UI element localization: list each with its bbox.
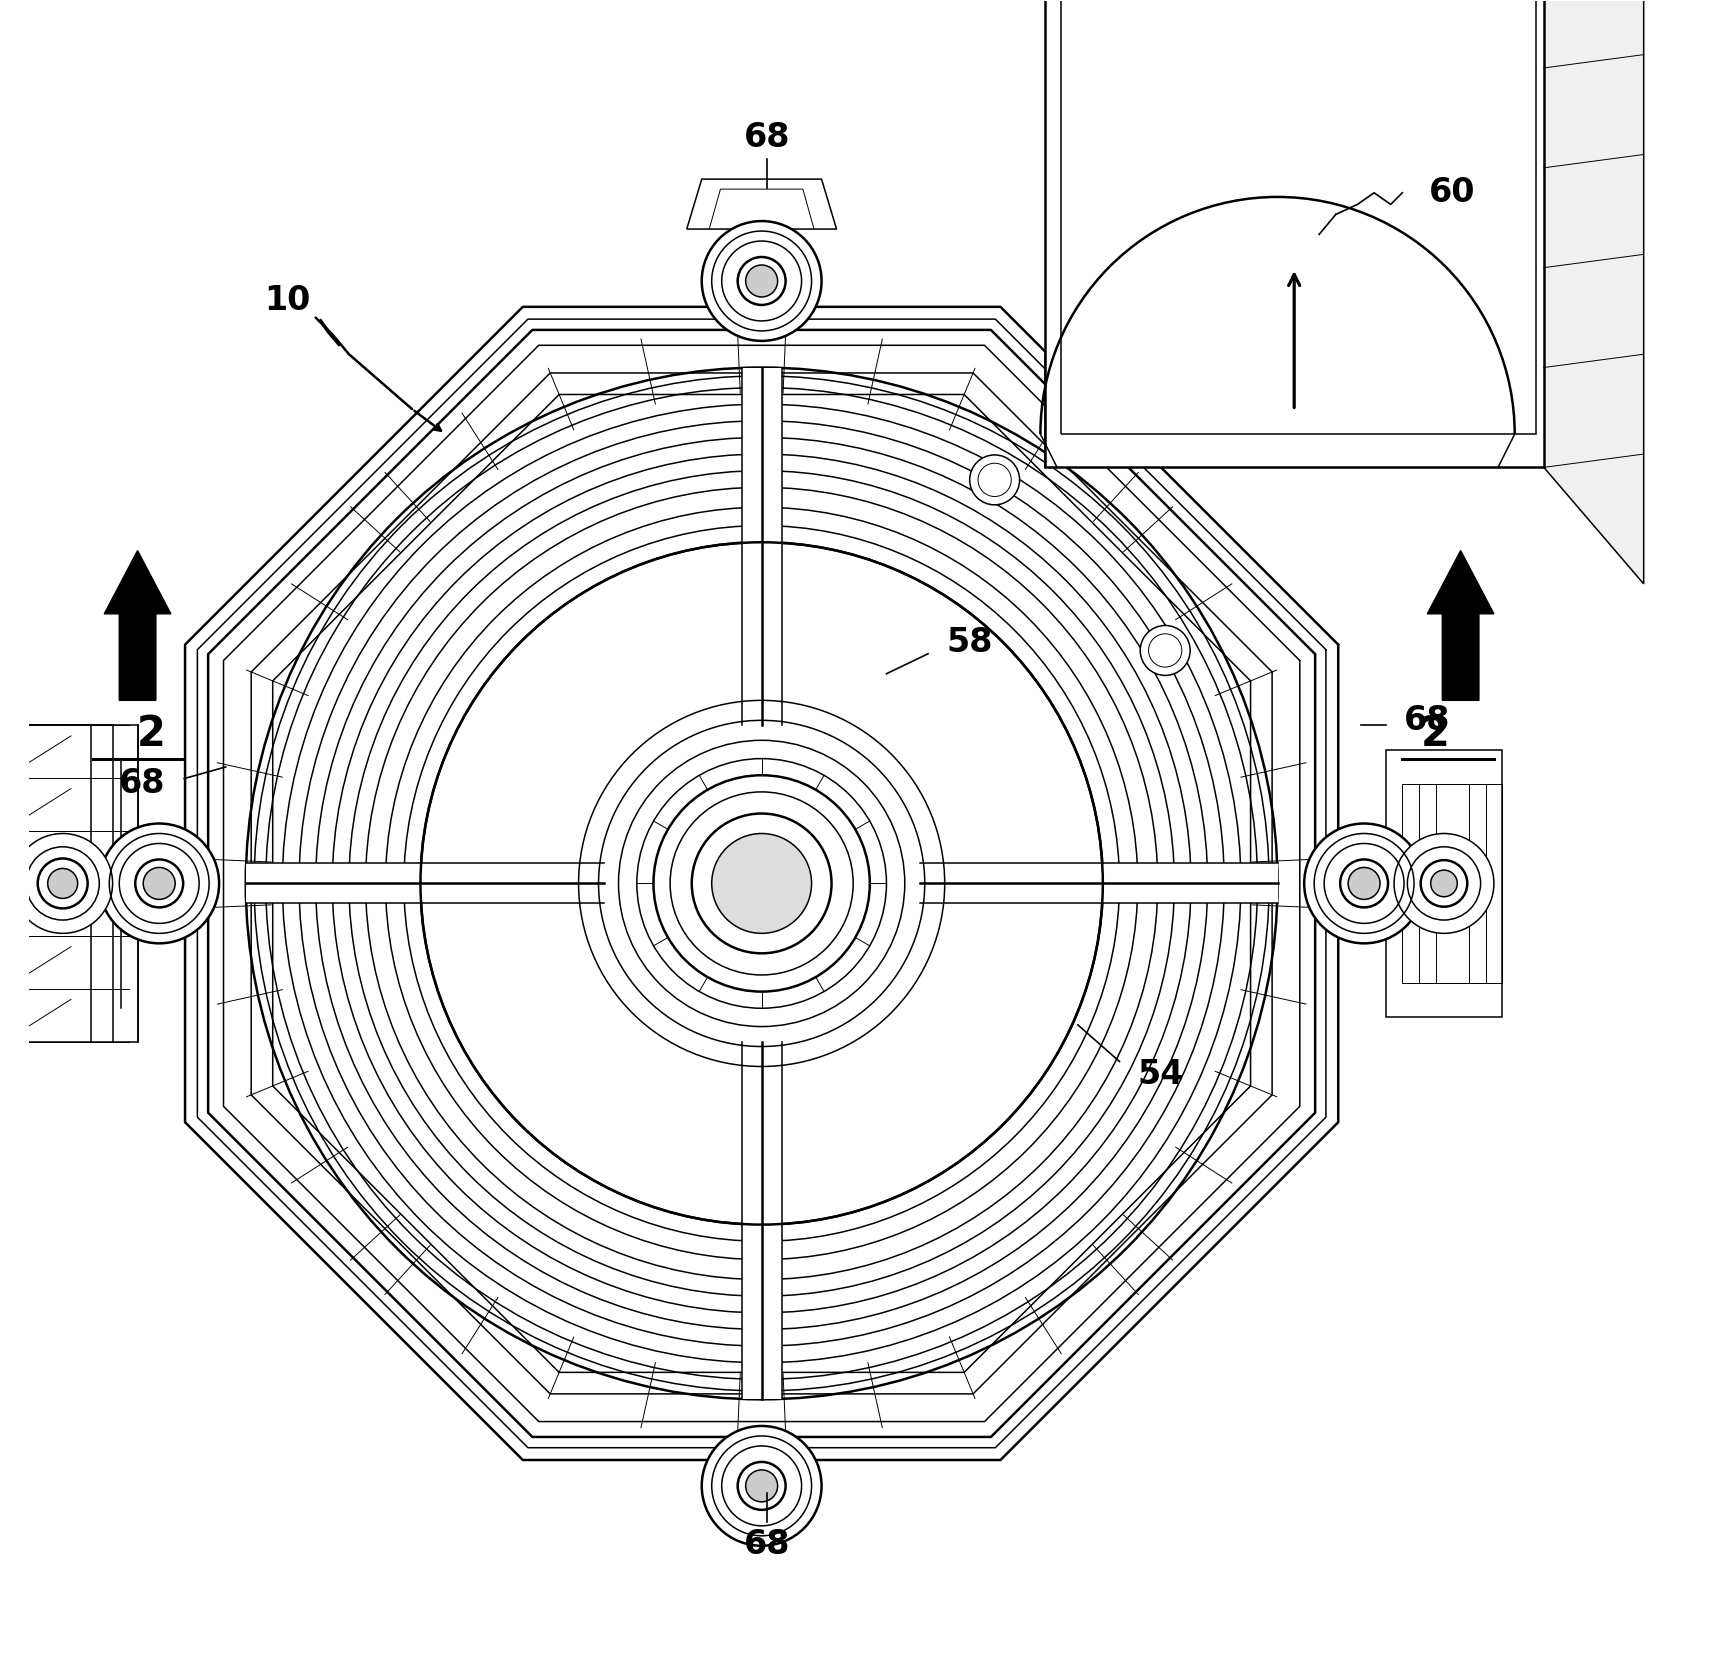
Circle shape [12, 834, 112, 934]
Text: 60: 60 [1428, 177, 1475, 210]
Bar [1403, 783, 1470, 984]
Bar [1435, 783, 1502, 984]
Text: 68: 68 [743, 1527, 789, 1560]
Text: 68: 68 [743, 122, 789, 155]
FancyArrow shape [1427, 550, 1494, 700]
Polygon shape [246, 864, 603, 904]
Bar [0, 725, 112, 1042]
Polygon shape [741, 367, 782, 725]
FancyArrow shape [105, 550, 171, 700]
Circle shape [420, 542, 1103, 1225]
Polygon shape [920, 864, 1277, 904]
Text: 68: 68 [119, 767, 165, 800]
Circle shape [701, 1425, 822, 1545]
Circle shape [143, 867, 176, 900]
Circle shape [737, 257, 786, 305]
Circle shape [746, 265, 777, 297]
Circle shape [1421, 860, 1468, 907]
Circle shape [712, 834, 812, 934]
Text: 2: 2 [136, 713, 165, 755]
Polygon shape [741, 1042, 782, 1399]
Circle shape [1394, 834, 1494, 934]
Circle shape [1340, 860, 1389, 907]
Circle shape [100, 823, 219, 944]
Text: 10: 10 [264, 285, 310, 317]
Circle shape [701, 222, 822, 340]
Circle shape [1430, 870, 1458, 897]
Polygon shape [239, 360, 1284, 1407]
Text: 2: 2 [1421, 713, 1451, 755]
Circle shape [737, 1462, 786, 1510]
Text: 58: 58 [946, 625, 992, 658]
Circle shape [38, 859, 88, 909]
Circle shape [746, 1470, 777, 1502]
Circle shape [48, 869, 78, 899]
Bar [0, 725, 91, 1042]
Circle shape [134, 860, 183, 907]
Bar [1385, 750, 1502, 1017]
Bar [21, 725, 138, 1042]
Bar [1420, 783, 1485, 984]
Circle shape [1141, 625, 1191, 675]
Circle shape [1304, 823, 1423, 944]
Polygon shape [687, 178, 837, 228]
Bar [1061, 0, 1535, 433]
Text: 68: 68 [1404, 703, 1451, 737]
Bar [1044, 0, 1544, 467]
Text: 54: 54 [1137, 1059, 1184, 1092]
Circle shape [1347, 867, 1380, 900]
Polygon shape [1544, 0, 1644, 583]
Circle shape [970, 455, 1020, 505]
